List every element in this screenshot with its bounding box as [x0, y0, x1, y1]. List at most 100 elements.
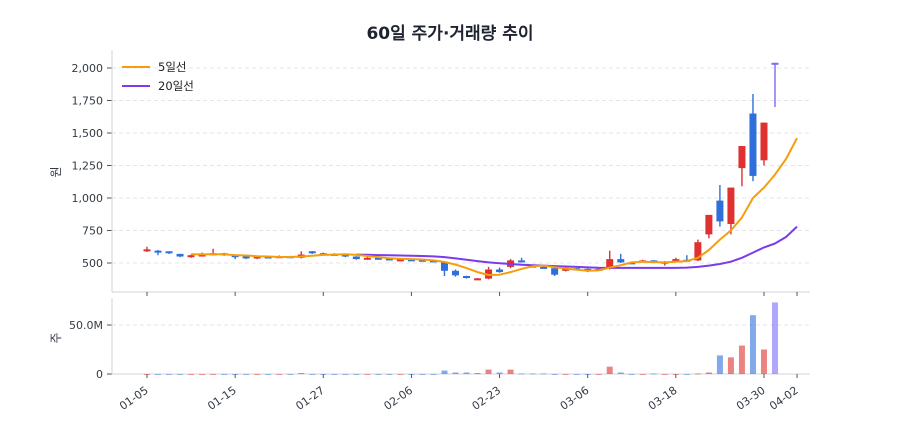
candle-body: [231, 255, 239, 258]
price-tick-label: 500: [82, 257, 103, 270]
price-y-axis-label: 원: [49, 166, 63, 177]
volume-bar: [265, 374, 272, 375]
volume-bar: [562, 374, 569, 375]
legend-ma5-label: 5일선: [158, 60, 186, 74]
volume-bar: [298, 373, 305, 374]
candle: [705, 214, 713, 239]
volume-bar: [309, 374, 316, 375]
volume-bar: [683, 374, 690, 375]
volume-bar: [661, 374, 668, 375]
volume-bar: [485, 369, 492, 374]
candle: [176, 253, 184, 258]
volume-bar: [760, 349, 767, 374]
candle-body: [496, 269, 504, 273]
candle: [749, 94, 757, 182]
candle-body: [694, 242, 702, 261]
volume-bar: [694, 373, 701, 375]
volume-bar: [617, 372, 624, 374]
x-tick-label: 01-05: [117, 384, 151, 413]
candle-body: [385, 258, 393, 261]
x-tick-label: 03-06: [558, 384, 592, 413]
volume-panel: 0 50.0M 주: [49, 298, 810, 381]
x-tick-label: 04-02: [767, 384, 801, 413]
volume-bar: [639, 374, 646, 375]
volume-bar: [287, 374, 294, 375]
candle: [551, 267, 559, 276]
volume-bar: [276, 374, 283, 375]
candle-body: [308, 251, 316, 254]
candle: [363, 257, 371, 260]
candle: [474, 277, 482, 281]
candle: [540, 266, 548, 269]
volume-bar: [749, 315, 756, 374]
candle-body: [727, 187, 735, 224]
volume-bar: [375, 374, 382, 375]
candle: [738, 146, 746, 187]
volume-tick-label: 50.0M: [69, 319, 103, 332]
price-tick-label: 1,000: [72, 192, 104, 205]
candle-body: [771, 62, 779, 65]
candle: [727, 187, 735, 235]
candle-body: [672, 259, 680, 262]
candle: [771, 62, 779, 107]
candle-body: [440, 261, 448, 271]
price-tick-label: 1,250: [72, 160, 104, 173]
candle-body: [451, 270, 459, 276]
candle-body: [154, 250, 162, 253]
candle-body: [606, 259, 614, 269]
candle: [716, 185, 724, 227]
candle-body: [463, 276, 471, 278]
candle: [485, 266, 493, 280]
candle: [451, 269, 459, 277]
legend-ma20-label: 20일선: [158, 79, 194, 93]
candle-body: [749, 113, 757, 176]
volume-bar: [705, 372, 712, 374]
volume-y-axis-label: 주: [49, 332, 63, 343]
volume-bar: [441, 370, 448, 374]
candle: [606, 250, 614, 270]
candle-body: [551, 268, 559, 275]
volume-bar: [628, 374, 635, 375]
chart-title: 60일 주가·거래량 추이: [366, 24, 533, 44]
candle: [760, 122, 768, 166]
volume-bar: [727, 357, 734, 374]
candle-body: [617, 259, 625, 263]
candle-body: [407, 259, 415, 262]
candle-body: [738, 146, 746, 169]
candle-body: [176, 253, 184, 257]
candle: [617, 253, 625, 263]
volume-bar: [188, 374, 195, 375]
volume-bar: [430, 374, 437, 375]
volume-bar: [507, 369, 514, 374]
candle-body: [242, 255, 250, 259]
x-axis: 01-05 01-15 01-27 02-06 02-23 03-06 03-18 03-30…: [117, 292, 801, 413]
candle-body: [374, 257, 382, 260]
candle: [440, 261, 448, 276]
candle: [463, 275, 471, 279]
candle-body: [540, 266, 548, 269]
volume-bar: [342, 374, 349, 375]
volume-bar: [474, 373, 481, 374]
x-tick-label: 02-06: [381, 384, 415, 413]
volume-bar: [496, 372, 503, 374]
volume-bar: [452, 372, 459, 374]
candle-body: [143, 249, 151, 252]
x-tick-label: 01-15: [205, 384, 239, 413]
candle-body: [198, 254, 206, 257]
candle-body: [518, 260, 526, 263]
ma20-line: [356, 225, 798, 269]
volume-bar: [606, 366, 613, 374]
candle: [154, 250, 162, 256]
volume-bar: [199, 374, 206, 375]
volume-bar: [573, 374, 580, 375]
volume-bar: [419, 374, 426, 375]
volume-bar: [210, 374, 217, 375]
volume-bar: [243, 374, 250, 375]
legend: 5일선 20일선: [122, 60, 194, 93]
candle: [496, 267, 504, 273]
volume-bar: [386, 374, 393, 375]
candle-body: [352, 256, 360, 260]
volume-bar: [353, 374, 360, 375]
candle-body: [705, 214, 713, 235]
